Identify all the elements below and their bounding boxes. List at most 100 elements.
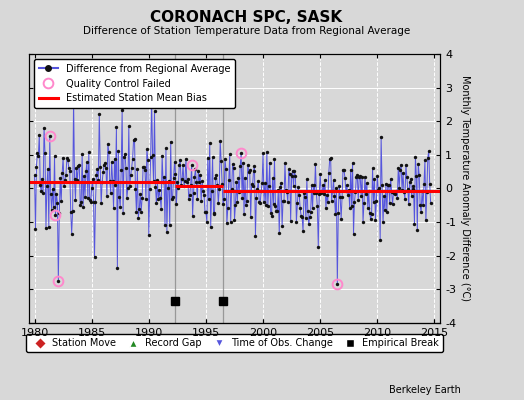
Point <box>90 254 99 260</box>
Point <box>84 149 93 156</box>
Point <box>125 123 133 130</box>
Point <box>370 176 379 183</box>
Point <box>89 176 97 182</box>
Point <box>420 181 428 188</box>
Point <box>403 186 412 192</box>
Point <box>38 175 46 182</box>
Point <box>344 192 352 198</box>
Point <box>187 182 195 188</box>
Point <box>337 216 345 222</box>
Point <box>158 152 166 159</box>
Point <box>331 211 340 218</box>
Point <box>52 190 61 197</box>
Point <box>46 133 54 140</box>
Point <box>72 165 81 172</box>
Point <box>136 190 145 197</box>
Point <box>353 172 362 178</box>
Point <box>363 180 371 187</box>
Point <box>308 182 316 188</box>
Point <box>424 148 433 154</box>
Point <box>210 210 218 217</box>
Point <box>198 178 206 184</box>
Point <box>334 210 343 216</box>
Point <box>255 198 264 205</box>
Point <box>30 172 39 178</box>
Point <box>231 202 239 208</box>
Point <box>144 156 152 163</box>
Point <box>49 204 58 210</box>
Point <box>90 199 98 205</box>
Point <box>157 206 166 212</box>
Point <box>225 176 233 183</box>
Point <box>399 170 407 176</box>
Point <box>105 149 113 155</box>
Point <box>386 200 394 206</box>
Point <box>237 150 245 156</box>
Point <box>54 278 62 284</box>
Point <box>365 188 373 194</box>
Point <box>281 160 289 166</box>
Point <box>193 196 202 202</box>
Point <box>40 124 48 131</box>
Point <box>166 222 174 229</box>
Point <box>376 236 385 243</box>
Point <box>75 161 83 168</box>
Point <box>99 169 107 176</box>
Point <box>234 175 243 182</box>
Point <box>350 199 358 205</box>
Point <box>314 244 322 250</box>
Point <box>42 225 50 231</box>
Point <box>202 209 210 215</box>
Point <box>317 190 325 196</box>
Point <box>405 201 413 207</box>
Point <box>294 184 302 190</box>
Point <box>427 200 435 206</box>
Point <box>210 209 219 216</box>
Point <box>111 182 119 188</box>
Point <box>217 158 225 164</box>
Point <box>48 206 56 213</box>
Point <box>94 177 103 183</box>
Point <box>354 197 363 204</box>
Point <box>245 168 253 175</box>
Point <box>408 186 417 192</box>
Point <box>372 198 380 204</box>
Point <box>273 208 281 214</box>
Legend: Station Move, Record Gap, Time of Obs. Change, Empirical Break: Station Move, Record Gap, Time of Obs. C… <box>26 334 443 352</box>
Point <box>288 173 296 179</box>
Point <box>417 209 425 216</box>
Point <box>154 196 162 202</box>
Point <box>185 191 194 198</box>
Point <box>43 182 51 189</box>
Point <box>121 151 129 157</box>
Point <box>160 174 168 180</box>
Point <box>407 176 415 182</box>
Point <box>192 179 201 185</box>
Point <box>342 188 350 194</box>
Point <box>383 209 391 215</box>
Point <box>266 160 274 166</box>
Point <box>71 196 80 203</box>
Point <box>396 167 405 173</box>
Point <box>189 190 198 196</box>
Point <box>177 182 185 188</box>
Point <box>414 161 422 167</box>
Point <box>333 281 342 287</box>
Point <box>175 162 183 168</box>
Point <box>62 172 70 178</box>
Point <box>360 199 368 206</box>
Point <box>336 194 344 200</box>
Point <box>394 165 402 171</box>
Point <box>425 180 434 187</box>
Point <box>368 165 377 172</box>
Point <box>290 168 299 174</box>
Point <box>411 154 420 160</box>
Point <box>267 212 276 219</box>
Point <box>257 188 265 194</box>
Text: CORONACH SPC, SASK: CORONACH SPC, SASK <box>150 10 342 25</box>
Point <box>169 175 178 181</box>
Point <box>91 199 100 206</box>
Point <box>53 199 62 206</box>
Point <box>296 205 304 212</box>
Point <box>328 198 336 204</box>
